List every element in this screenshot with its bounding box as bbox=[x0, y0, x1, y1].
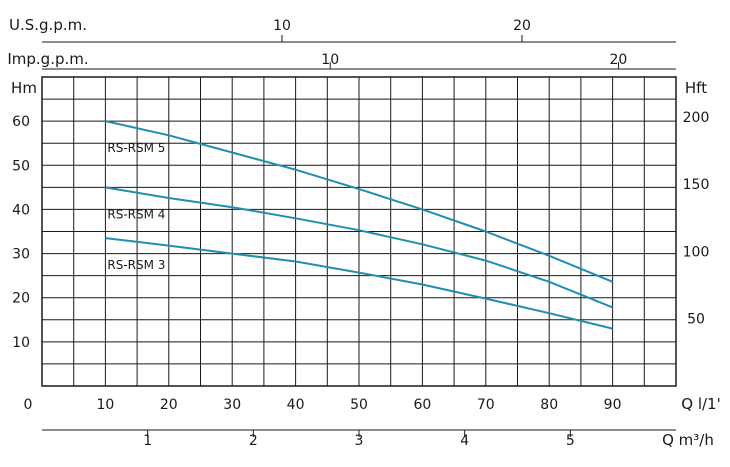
series-label: RS-RSM 4 bbox=[107, 207, 165, 221]
series-lines bbox=[105, 120, 613, 330]
y-left-tick-label: 30 bbox=[12, 247, 30, 263]
series-label: RS-RSM 3 bbox=[107, 258, 165, 272]
x-tick-label: 0 bbox=[24, 397, 33, 413]
top_axis_impgpm-tick-label: 20 bbox=[610, 52, 628, 68]
bottom_axis_m3h-tick-label: 4 bbox=[460, 433, 469, 449]
top_axis_impgpm-tick-label: 10 bbox=[321, 52, 339, 68]
grid bbox=[42, 77, 676, 386]
y-right-tick-label: 100 bbox=[683, 244, 710, 260]
y-left-tick-label: 20 bbox=[12, 291, 30, 307]
y-left-tick-label: 50 bbox=[12, 158, 30, 174]
y-left-axis-label: Hm bbox=[11, 79, 37, 97]
top_axis_impgpm-label: Imp.g.p.m. bbox=[7, 50, 88, 68]
x-axis-label: Q l/1' bbox=[681, 395, 720, 413]
top_axis_usgpm-tick-label: 10 bbox=[273, 18, 291, 34]
y-left-tick-label: 10 bbox=[12, 335, 30, 351]
x-tick-label: 60 bbox=[413, 397, 431, 413]
series-line-1 bbox=[105, 120, 613, 283]
bottom_axis_m3h-tick-label: 2 bbox=[249, 433, 258, 449]
plot-frame bbox=[41, 76, 677, 387]
series-line-2 bbox=[105, 186, 613, 309]
series-label: RS-RSM 5 bbox=[107, 141, 165, 155]
x-tick-label: 30 bbox=[223, 397, 241, 413]
y-right-tick-label: 200 bbox=[683, 110, 710, 126]
axes bbox=[42, 35, 676, 437]
bottom_axis_m3h-tick-label: 5 bbox=[566, 433, 575, 449]
bottom_axis_m3h-tick-label: 1 bbox=[143, 433, 152, 449]
series-line-3 bbox=[105, 237, 613, 330]
x-tick-label: 80 bbox=[540, 397, 558, 413]
x-tick-label: 40 bbox=[287, 397, 305, 413]
y-right-tick-label: 50 bbox=[687, 312, 705, 328]
top_axis_usgpm-label: U.S.g.p.m. bbox=[9, 16, 87, 34]
x-tick-label: 20 bbox=[160, 397, 178, 413]
y-right-axis-label: Hft bbox=[685, 79, 707, 97]
x-tick-label: 90 bbox=[604, 397, 622, 413]
top_axis_usgpm-tick-label: 20 bbox=[513, 18, 531, 34]
bottom_axis_m3h-tick-label: 3 bbox=[355, 433, 364, 449]
x-tick-label: 10 bbox=[96, 397, 114, 413]
bottom_axis_m3h-label: Q m³/h bbox=[662, 431, 714, 449]
y-right-tick-label: 150 bbox=[683, 177, 710, 193]
x-tick-label: 50 bbox=[350, 397, 368, 413]
x-tick-label: 70 bbox=[477, 397, 495, 413]
labels: 0 10 20 30 40 50 60 70 80 90 Q l/1' 10 20 30 40 50 60 Hm 5… bbox=[7, 16, 720, 449]
y-left-tick-label: 40 bbox=[12, 202, 30, 218]
y-left-tick-label: 60 bbox=[12, 114, 30, 130]
